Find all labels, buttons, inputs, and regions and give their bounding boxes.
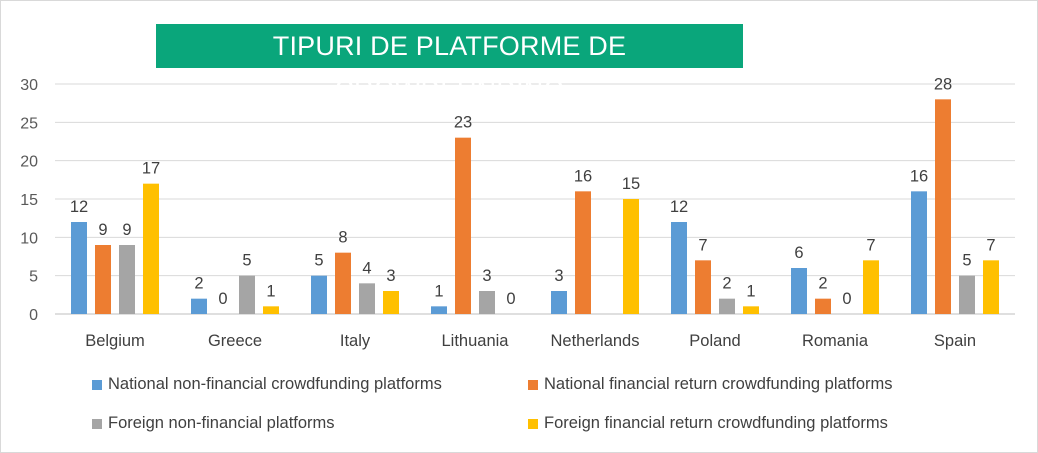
x-category-label: Netherlands: [551, 332, 640, 350]
y-tick-label: 10: [20, 230, 38, 247]
x-category-label: Greece: [208, 332, 262, 350]
y-tick-label: 20: [20, 154, 38, 171]
chart-title: TIPURI DE PLATFORME DE CROWDFUNDING: [156, 24, 743, 105]
y-tick-label: 30: [20, 77, 38, 94]
y-tick-label: 15: [20, 192, 38, 209]
data-label: 16: [910, 167, 928, 185]
bar: [551, 291, 567, 314]
data-label: 12: [670, 198, 688, 216]
data-label: 3: [554, 267, 563, 285]
data-label: 9: [122, 221, 131, 239]
data-label: 23: [454, 114, 472, 132]
data-label: 16: [574, 167, 592, 185]
bar: [335, 252, 351, 314]
data-label: 7: [866, 236, 875, 254]
bar: [815, 298, 831, 314]
x-category-label: Poland: [689, 332, 740, 350]
data-label: 5: [242, 252, 251, 270]
data-label: 1: [266, 282, 275, 300]
data-label: 2: [722, 275, 731, 293]
bar: [263, 306, 279, 314]
data-label: 7: [986, 236, 995, 254]
bar: [311, 275, 327, 314]
bar: [119, 245, 135, 314]
data-label: 3: [386, 267, 395, 285]
bar: [455, 137, 471, 314]
bar: [431, 306, 447, 314]
bar: [719, 298, 735, 314]
data-label: 12: [70, 198, 88, 216]
bar: [95, 245, 111, 314]
x-category-label: Italy: [340, 332, 371, 350]
data-label: 5: [962, 252, 971, 270]
bar: [791, 268, 807, 314]
bar: [383, 291, 399, 314]
bar: [671, 222, 687, 314]
data-label: 3: [482, 267, 491, 285]
bar: [191, 298, 207, 314]
bar: [359, 283, 375, 314]
y-tick-label: 5: [29, 269, 38, 286]
bar: [143, 183, 159, 314]
data-label: 2: [818, 275, 827, 293]
data-label: 1: [434, 282, 443, 300]
data-label: 17: [142, 160, 160, 178]
y-tick-label: 0: [29, 307, 38, 324]
x-category-label: Lithuania: [442, 332, 510, 350]
y-tick-label: 25: [20, 115, 38, 132]
bar: [623, 199, 639, 314]
data-label: 28: [934, 75, 952, 93]
bar: [863, 260, 879, 314]
data-label: 0: [842, 290, 851, 308]
data-label: 5: [314, 252, 323, 270]
x-category-label: Romania: [802, 332, 869, 350]
bar: [935, 99, 951, 314]
bar: [983, 260, 999, 314]
x-category-label: Spain: [934, 332, 976, 350]
data-label: 7: [698, 236, 707, 254]
data-label: 8: [338, 229, 347, 247]
bar: [239, 275, 255, 314]
data-label: 0: [218, 290, 227, 308]
bar: [743, 306, 759, 314]
data-label: 9: [98, 221, 107, 239]
bar: [911, 191, 927, 314]
data-label: 2: [194, 275, 203, 293]
data-label: 0: [506, 290, 515, 308]
bar: [479, 291, 495, 314]
data-label: 1: [746, 282, 755, 300]
bar: [959, 275, 975, 314]
data-label: 4: [362, 259, 371, 277]
x-category-label: Belgium: [85, 332, 145, 350]
bar: [695, 260, 711, 314]
bar: [575, 191, 591, 314]
bar: [71, 222, 87, 314]
data-label: 15: [622, 175, 640, 193]
data-label: 6: [794, 244, 803, 262]
